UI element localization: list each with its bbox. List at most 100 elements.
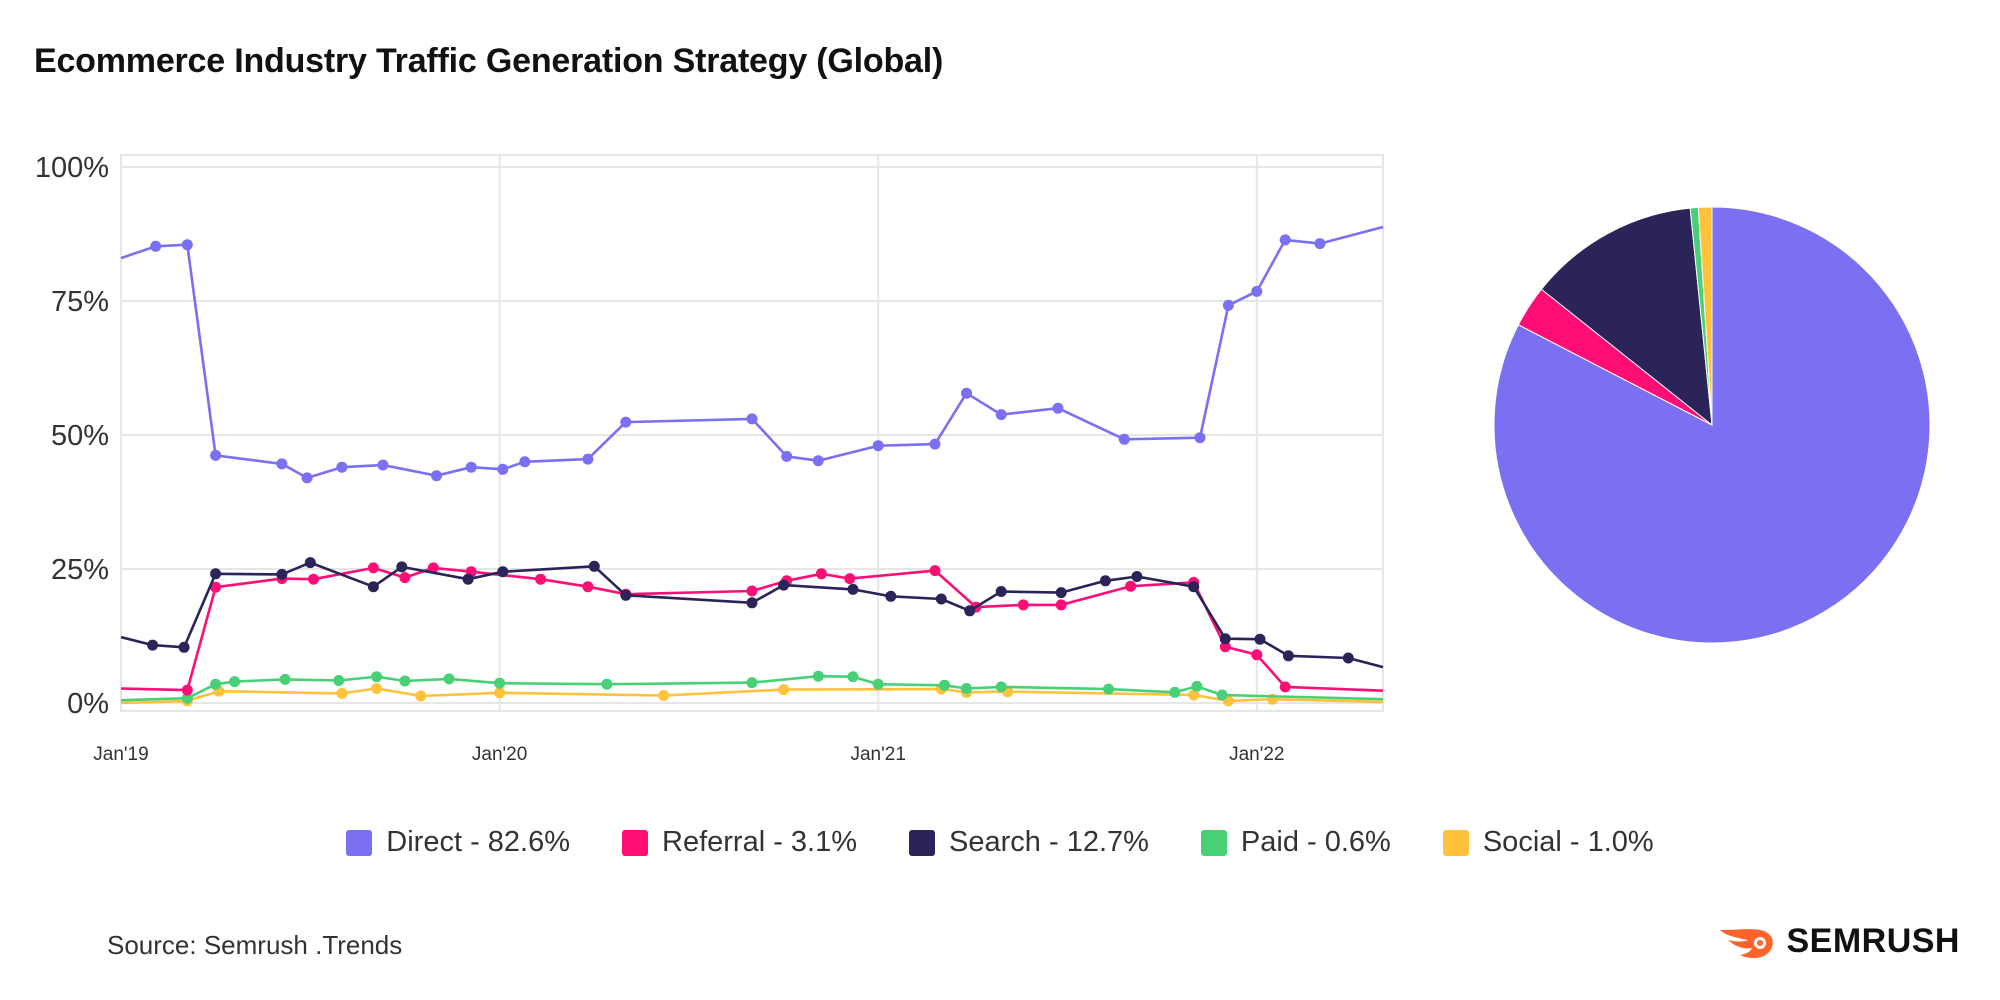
legend: Direct - 82.6% Referral - 3.1% Search - 12… (0, 826, 2000, 859)
series-group (120, 225, 1384, 707)
direct-point (1194, 432, 1206, 444)
paid-point (847, 671, 859, 683)
search-point (1188, 581, 1200, 593)
paid-point (812, 670, 824, 682)
direct-point (497, 463, 509, 475)
legend-label: Referral - 3.1% (662, 826, 858, 858)
search-point (588, 560, 600, 572)
paid-point (746, 677, 758, 689)
social-point (778, 684, 790, 696)
series-social (120, 683, 1384, 707)
paid-point (995, 681, 1007, 693)
legend-swatch (346, 829, 373, 856)
search-point (1055, 587, 1067, 599)
referral-point (535, 573, 547, 585)
brand-name: SEMRUSH (1786, 922, 1960, 960)
direct-point (276, 458, 288, 470)
source-note: Source: Semrush .Trends (107, 930, 403, 960)
social-point (415, 690, 427, 702)
search-point (1099, 575, 1111, 587)
direct-point (519, 456, 531, 468)
paid-point (1191, 680, 1203, 692)
search-point (396, 561, 408, 573)
legend-item-referral: Referral - 3.1% (622, 826, 857, 859)
x-tick-label: Jan'22 (1229, 744, 1284, 765)
search-point (1131, 571, 1143, 582)
legend-label: Paid - 0.6% (1240, 826, 1391, 858)
series-direct (120, 225, 1384, 484)
search-point (462, 573, 474, 585)
direct-point (961, 387, 972, 399)
semrush-logo: SEMRUSH (1716, 922, 1960, 961)
direct-point (1118, 433, 1130, 445)
direct-point (301, 472, 313, 484)
direct-point (582, 453, 594, 465)
direct-point (1279, 234, 1291, 246)
legend-label: Direct - 82.6% (386, 826, 571, 858)
paid-point (872, 678, 884, 690)
y-tick-label: 75% (51, 286, 109, 318)
referral-point (746, 585, 758, 597)
social-point (336, 687, 348, 699)
legend-item-paid: Paid - 0.6% (1200, 826, 1391, 859)
direct-point (1222, 299, 1234, 311)
social-point (371, 683, 383, 694)
y-tick-label: 100% (35, 152, 109, 184)
legend-label: Social - 1.0% (1482, 826, 1654, 858)
direct-point (620, 416, 632, 428)
referral-point (1017, 599, 1029, 611)
plot-border (120, 154, 1384, 712)
pie-chart (1493, 206, 1931, 644)
referral-point (427, 562, 439, 574)
direct-point (781, 450, 793, 462)
paid-point (939, 679, 950, 691)
search-point (1282, 650, 1294, 662)
paid-point (961, 683, 972, 694)
search-point (778, 579, 790, 591)
search-point (847, 583, 859, 595)
social-point (658, 690, 670, 701)
search-point (935, 593, 947, 605)
search-point (1342, 652, 1354, 664)
legend-item-direct: Direct - 82.6% (346, 826, 570, 859)
search-line (120, 561, 1384, 669)
paid-point (371, 671, 383, 683)
referral-point (1251, 649, 1263, 661)
paid-point (1169, 686, 1181, 698)
referral-point (210, 581, 222, 593)
legend-swatch (1200, 829, 1227, 856)
paid-point (333, 675, 345, 686)
paid-point (601, 678, 613, 690)
paid-point (399, 675, 411, 687)
direct-point (1251, 285, 1263, 297)
search-point (885, 590, 897, 602)
paid-point (443, 673, 455, 685)
search-point (367, 581, 379, 593)
x-tick-label: Jan'21 (850, 744, 905, 765)
chart-title: Ecommerce Industry Traffic Generation St… (34, 42, 944, 80)
direct-point (377, 459, 389, 471)
referral-point (181, 684, 193, 696)
legend-swatch (909, 829, 936, 856)
legend-label: Search - 12.7% (949, 826, 1149, 858)
search-point (964, 605, 976, 617)
paid-point (494, 677, 506, 689)
social-point (494, 687, 506, 699)
referral-point (844, 573, 856, 585)
paid-point (1216, 689, 1228, 701)
search-point (746, 597, 758, 609)
direct-point (210, 449, 222, 461)
direct-point (872, 440, 884, 452)
direct-point (929, 438, 941, 450)
referral-point (582, 581, 594, 593)
referral-point (815, 568, 827, 580)
legend-swatch (622, 829, 649, 856)
pie-slice-social (1697, 206, 1713, 426)
x-tick-label: Jan'20 (472, 744, 527, 765)
direct-point (812, 455, 824, 467)
referral-point (1125, 580, 1137, 592)
search-point (304, 557, 316, 569)
chart-canvas: 0% 25% 50% 75% 100% Jan'19 Jan'20 Jan'21 Jan'22 (35, 152, 1931, 765)
paid-point (279, 673, 291, 685)
pie-slice-search (1540, 207, 1713, 427)
